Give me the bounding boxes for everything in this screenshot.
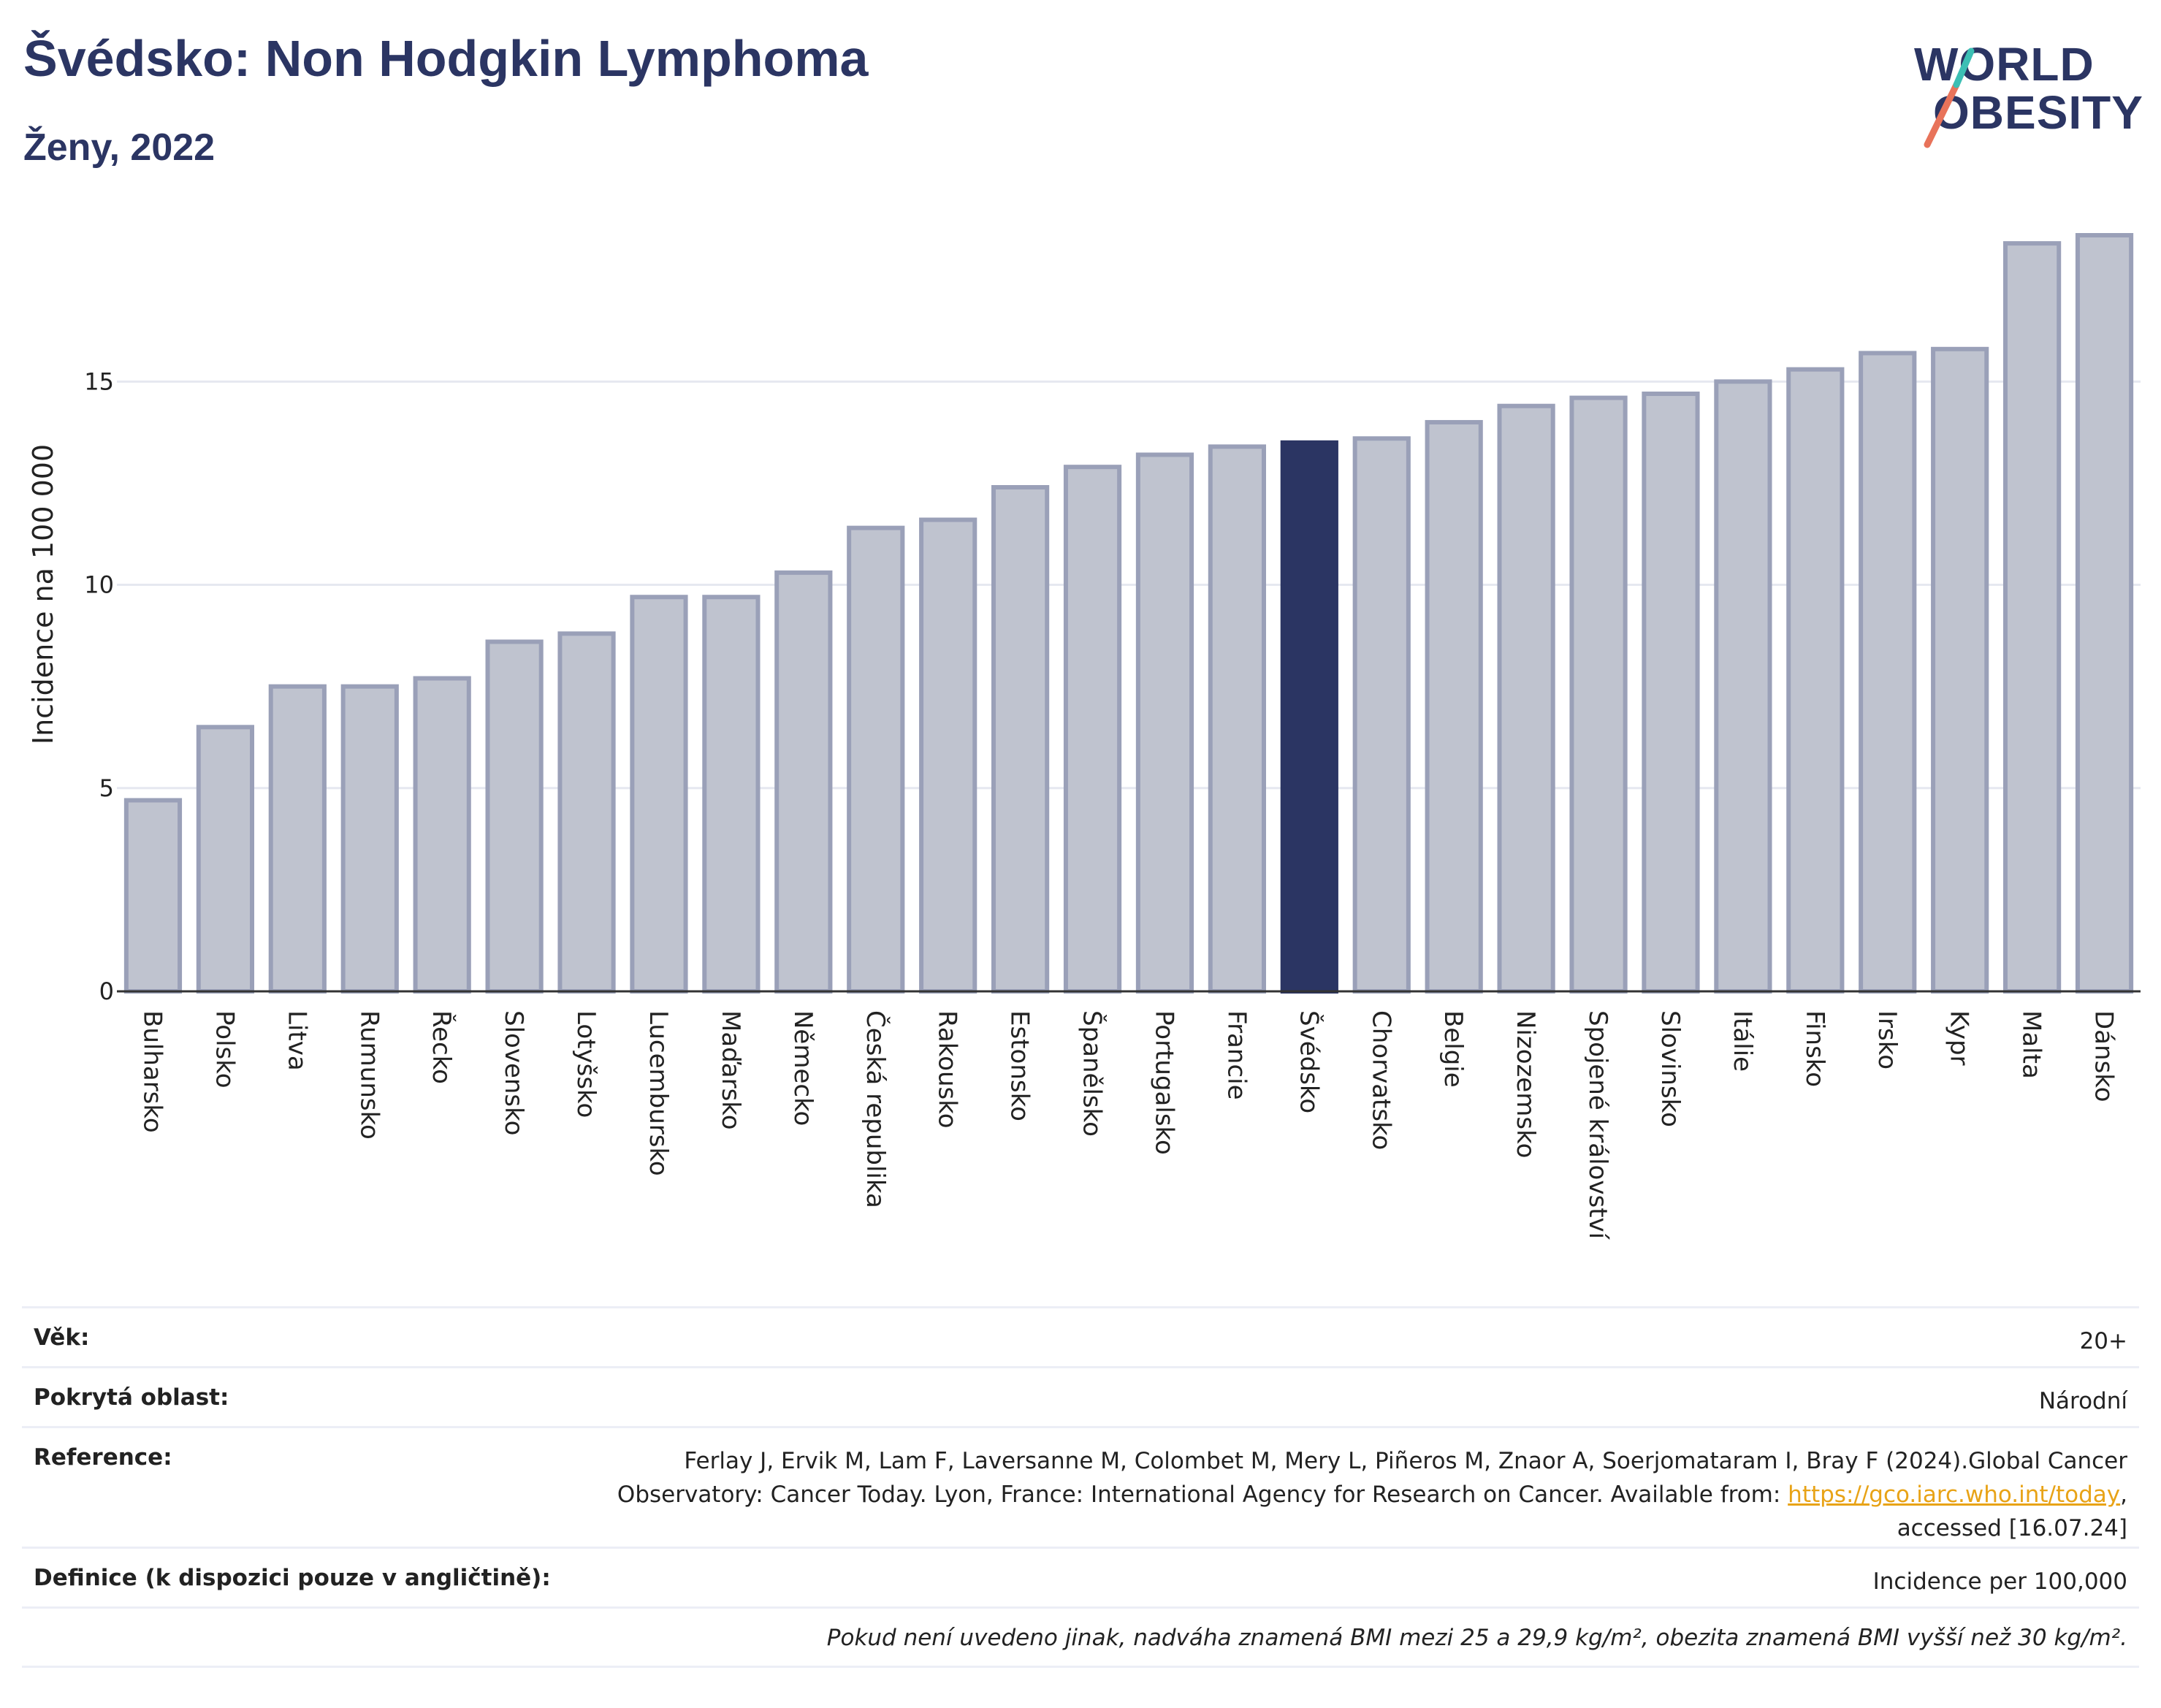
x-category-label: Španělsko (1078, 1010, 1108, 1137)
info-row-age: Věk: 20+ (22, 1306, 2139, 1366)
x-category-label: Řecko (427, 1010, 457, 1084)
x-category-label: Portugalsko (1149, 1010, 1178, 1155)
world-obesity-logo: WORLD OBESITY (1914, 38, 2143, 148)
x-category-label: Estonsko (1005, 1010, 1034, 1121)
x-category-label: Chorvatsko (1366, 1010, 1395, 1150)
reference-text: Ferlay J, Ervik M, Lam F, Laversanne M, … (557, 1444, 2127, 1545)
x-category-label: Spojené království (1583, 1010, 1612, 1240)
info-row-reference: Reference: Ferlay J, Ervik M, Lam F, Lav… (22, 1426, 2139, 1547)
bar (340, 684, 399, 994)
bar (2075, 233, 2134, 994)
logo-line1: WORLD (1914, 38, 2095, 91)
bar (991, 485, 1050, 994)
age-value: 20+ (2079, 1328, 2127, 1354)
page-title: Švédsko: Non Hodgkin Lymphoma (23, 30, 869, 87)
y-tick-label: 5 (99, 774, 114, 802)
x-category-label: Polsko (210, 1010, 239, 1089)
bar (1208, 444, 1266, 994)
bar (1931, 346, 1989, 994)
y-tick-label: 10 (84, 571, 114, 599)
x-category-label: Lotyšsko (571, 1010, 601, 1118)
bar (1786, 367, 1845, 994)
y-tick-label: 15 (84, 367, 114, 395)
x-category-label: Malta (2017, 1010, 2046, 1079)
x-category-label: Německo (788, 1010, 817, 1126)
x-category-label: Nizozemsko (1511, 1010, 1540, 1158)
reference-body: Ferlay J, Ervik M, Lam F, Laversanne M, … (617, 1448, 2127, 1508)
x-category-label: Slovinsko (1655, 1010, 1685, 1127)
logo-slash-lower (1924, 81, 1960, 148)
y-tick-label: 0 (99, 977, 114, 1005)
x-category-label: Finsko (1800, 1010, 1829, 1087)
reference-link[interactable]: https://gco.iarc.who.int/today (1788, 1482, 2121, 1508)
bar (1569, 395, 1628, 994)
bar (1063, 465, 1122, 994)
age-label: Věk: (34, 1324, 90, 1351)
footnote: Pokud není uvedeno jinak, nadváha znamen… (826, 1625, 2127, 1651)
bar (413, 676, 471, 994)
info-row-note: Pokud není uvedeno jinak, nadváha znamen… (22, 1606, 2139, 1668)
reference-tail: , accessed [16.07.24] (1897, 1482, 2127, 1541)
bar (1642, 392, 1700, 994)
bar (630, 595, 688, 994)
x-category-label: Švédsko (1294, 1010, 1324, 1113)
info-row-area: Pokrytá oblast: Národní (22, 1366, 2139, 1426)
x-category-label: Litva (282, 1010, 311, 1071)
bar (1714, 379, 1772, 994)
bar (123, 798, 183, 994)
x-category-label: Rumunsko (354, 1010, 384, 1140)
x-category-label: Francie (1221, 1010, 1251, 1100)
x-category-label: Česká republika (861, 1010, 891, 1208)
bar (1859, 351, 1917, 994)
page-subtitle: Ženy, 2022 (23, 126, 216, 169)
y-axis-ticks: 0 5 10 15 (84, 367, 114, 1005)
bar (1352, 436, 1411, 994)
bar (702, 595, 761, 994)
bar-highlighted (1280, 440, 1338, 994)
logo-slash-upper (1953, 47, 1975, 88)
info-row-definition: Definice (k dispozici pouze v angličtině… (22, 1547, 2139, 1606)
info-table: Věk: 20+ Pokrytá oblast: Národní Referen… (22, 1306, 2139, 1668)
x-category-label: Kypr (1945, 1010, 1974, 1066)
bar (196, 725, 254, 994)
reference-label: Reference: (34, 1444, 172, 1471)
x-category-label: Lucembursko (644, 1010, 673, 1176)
x-category-label: Maďarsko (716, 1010, 745, 1130)
logo-line2: OBESITY (1933, 86, 2143, 139)
bar (919, 517, 977, 994)
bar (1497, 403, 1555, 994)
area-label: Pokrytá oblast: (34, 1384, 229, 1411)
bar (774, 570, 833, 994)
x-category-label: Itálie (1728, 1010, 1757, 1072)
bar (1135, 452, 1194, 994)
bar (847, 525, 905, 994)
y-axis-label: Incidence na 100 000 (27, 444, 59, 744)
definition-value: Incidence per 100,000 (1872, 1568, 2127, 1595)
bar (1425, 419, 1483, 994)
bar (485, 639, 544, 994)
x-category-label: Rakousko (933, 1010, 962, 1129)
area-value: Národní (2038, 1388, 2127, 1414)
bar (557, 631, 616, 994)
x-category-label: Dánsko (2089, 1010, 2119, 1102)
bar (268, 684, 327, 994)
bars (123, 233, 2134, 994)
x-category-label: Irsko (1872, 1010, 1902, 1070)
x-axis-labels: Bulharsko Polsko Litva Rumunsko Řecko Slovens… (137, 1010, 2118, 1240)
definition-label: Definice (k dispozici pouze v angličtině… (34, 1565, 551, 1591)
bar (2003, 241, 2062, 994)
bar-chart: 0 5 10 15 Bulharsko Polsko Litva Rumunsko Řecko… (27, 233, 2141, 1240)
x-category-label: Belgie (1438, 1010, 1468, 1088)
x-category-label: Bulharsko (137, 1010, 167, 1133)
x-category-label: Slovensko (499, 1010, 528, 1135)
